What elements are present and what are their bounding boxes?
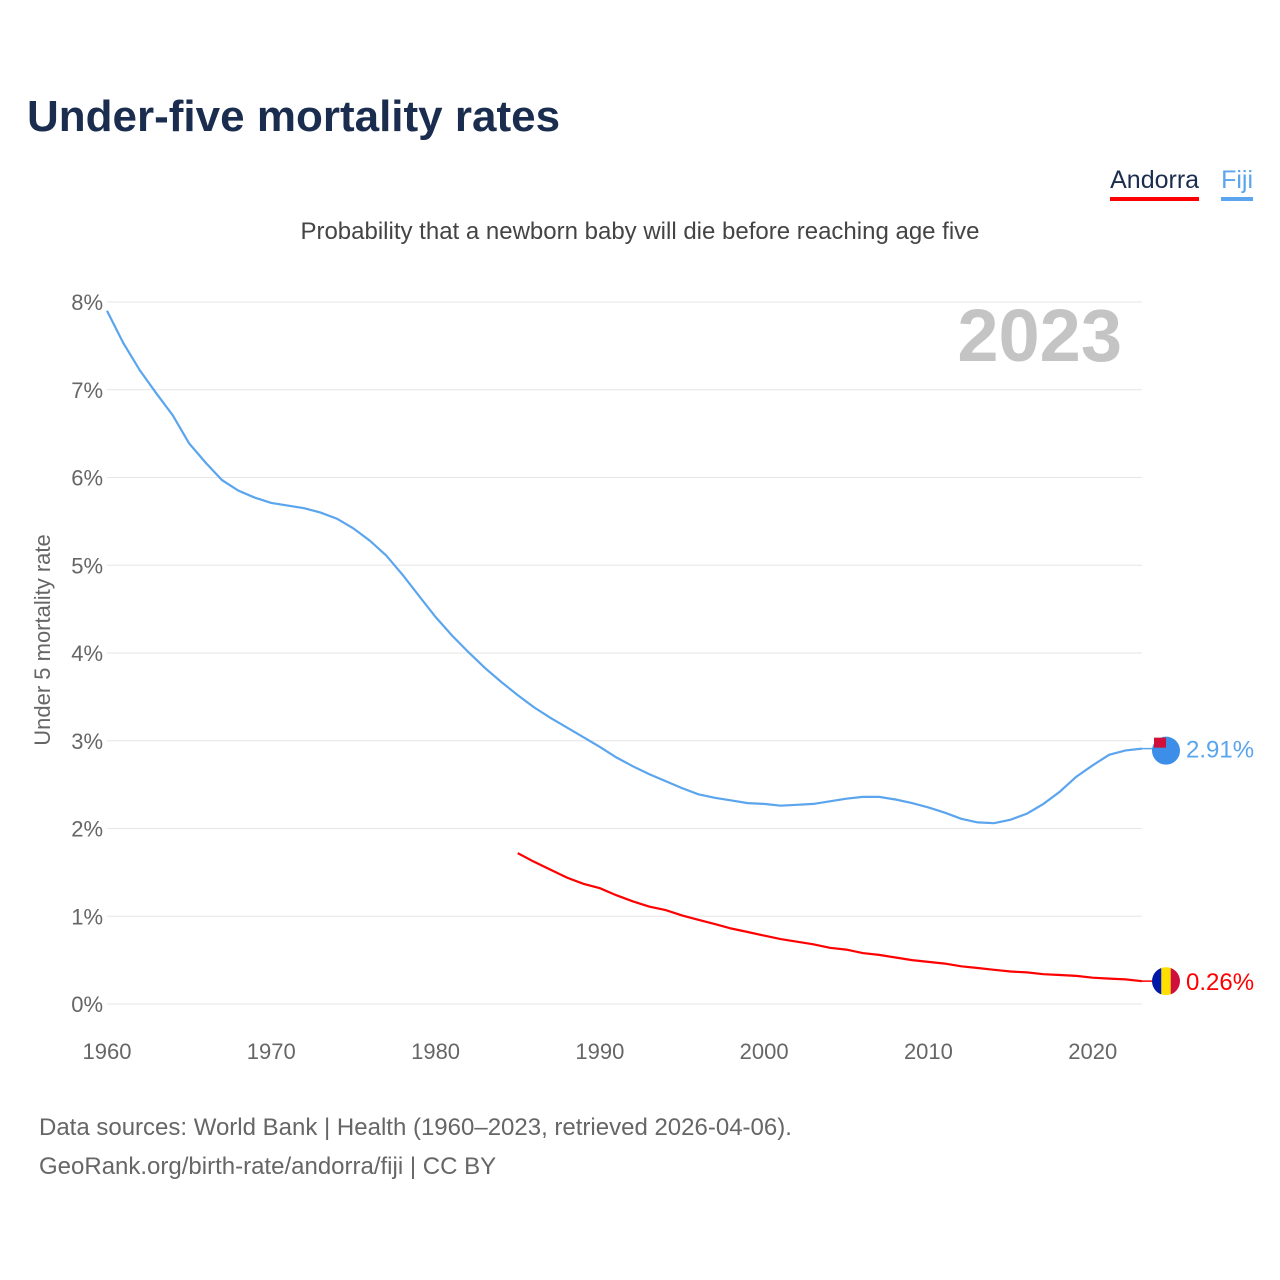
- flag-icon-andorra: [1152, 967, 1180, 996]
- legend-item-andorra[interactable]: Andorra: [1110, 166, 1200, 201]
- series-line-fiji: [106, 310, 1143, 825]
- series-line-andorra: [517, 852, 1143, 983]
- x-tick-label: 1960: [83, 1039, 132, 1064]
- source-line-2[interactable]: GeoRank.org/birth-rate/andorra/fiji | CC…: [39, 1153, 497, 1180]
- y-tick-label: 1%: [71, 904, 103, 929]
- chart-title: Under-five mortality rates: [27, 92, 561, 141]
- y-tick-label: 8%: [71, 290, 103, 315]
- y-tick-label: 5%: [71, 553, 103, 578]
- flag-icon-fiji: [1152, 736, 1180, 765]
- y-tick-label: 6%: [71, 466, 103, 491]
- x-tick-label: 1990: [575, 1039, 624, 1064]
- end-value-label-andorra: 0.26%: [1186, 969, 1254, 996]
- end-value-label-fiji: 2.91%: [1186, 737, 1254, 764]
- x-tick-label: 2020: [1068, 1039, 1117, 1064]
- y-tick-label: 4%: [71, 641, 103, 666]
- x-tick-label: 2010: [904, 1039, 953, 1064]
- chart-subtitle: Probability that a newborn baby will die…: [300, 218, 980, 245]
- y-tick-label: 0%: [71, 992, 103, 1017]
- source-line-1: Data sources: World Bank | Health (1960–…: [39, 1114, 792, 1141]
- y-tick-label: 3%: [71, 729, 103, 754]
- y-tick-label: 2%: [71, 817, 103, 842]
- year-watermark: 2023: [957, 294, 1122, 377]
- legend-item-fiji[interactable]: Fiji: [1221, 166, 1253, 201]
- x-tick-label: 1970: [247, 1039, 296, 1064]
- y-tick-label: 7%: [71, 378, 103, 403]
- x-tick-label: 2000: [740, 1039, 789, 1064]
- legend: Andorra Fiji: [1110, 166, 1253, 201]
- source-note: Data sources: World Bank | Health (1960–…: [39, 1108, 792, 1186]
- x-tick-label: 1980: [411, 1039, 460, 1064]
- y-axis-label: Under 5 mortality rate: [30, 534, 55, 746]
